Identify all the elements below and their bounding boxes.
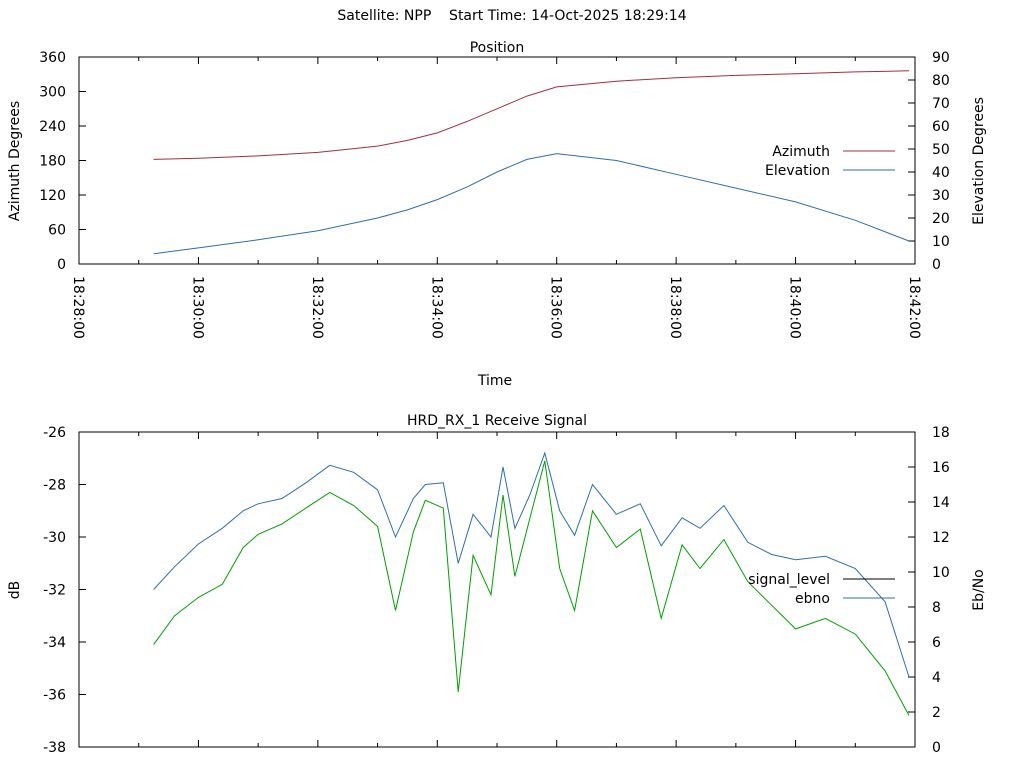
y2-tick-label: 6 — [932, 635, 941, 651]
x-tick-label: 18:30:00 — [189, 276, 205, 339]
x-tick-label: 18:38:00 — [667, 276, 683, 339]
y2-tick-label: 20 — [932, 211, 950, 227]
position-chart: Position 18:28:00 18:30:00 18:32:00 18:34:0… — [7, 40, 987, 389]
y-tick-label: 0 — [57, 257, 66, 273]
y-tick-label: 240 — [39, 119, 66, 135]
y2-tick-label: 60 — [932, 119, 950, 135]
y2-tick-label: 80 — [932, 73, 950, 89]
y2-tick-label: 8 — [932, 600, 941, 616]
position-x-axis-label: Time — [477, 373, 512, 389]
legend-label-elevation: Elevation — [765, 163, 830, 179]
y2-tick-label: 0 — [932, 740, 941, 756]
y2-tick-label: 12 — [932, 530, 950, 546]
x-tick-label: 18:36:00 — [548, 276, 564, 339]
receive-signal-chart: HRD_RX_1 Receive Signal -26 -28 -30 -32 -34 -… — [7, 413, 987, 756]
signal-y2-axis-label: Eb/No — [971, 569, 987, 611]
x-tick-label: 18:42:00 — [906, 276, 922, 339]
series-line-ebno — [153, 451, 910, 678]
y-tick-label: -34 — [43, 635, 66, 651]
y-tick-label: -32 — [43, 583, 66, 599]
y2-tick-label: 90 — [932, 50, 950, 66]
y2-tick-label: 40 — [932, 165, 950, 181]
y-tick-label: -26 — [43, 425, 66, 441]
legend-label-azimuth: Azimuth — [772, 144, 830, 160]
position-chart-title: Position — [470, 40, 525, 56]
y2-tick-label: 4 — [932, 670, 941, 686]
position-y-axis-label: Azimuth Degrees — [7, 101, 23, 221]
y2-tick-label: 14 — [932, 495, 950, 511]
x-tick-label: 18:34:00 — [428, 276, 444, 339]
page-title: Satellite: NPP Start Time: 14-Oct-2025 1… — [337, 8, 687, 24]
y-tick-label: 360 — [39, 50, 66, 66]
y-tick-label: -36 — [43, 688, 66, 704]
y2-tick-label: 16 — [932, 460, 950, 476]
y2-tick-label: 18 — [932, 425, 950, 441]
x-tick-label: 18:28:00 — [70, 276, 86, 339]
y2-tick-label: 10 — [932, 234, 950, 250]
y-tick-label: 180 — [39, 154, 66, 170]
y2-tick-label: 10 — [932, 565, 950, 581]
y-tick-label: -38 — [43, 740, 66, 756]
y-tick-label: 60 — [48, 223, 66, 239]
series-line-elevation — [153, 153, 910, 255]
signal-y-axis-label: dB — [7, 581, 23, 600]
legend-label-signal-level: signal_level — [748, 572, 830, 588]
y2-tick-label: 70 — [932, 96, 950, 112]
series-line-signal-level — [153, 460, 910, 716]
y-tick-label: -28 — [43, 478, 66, 494]
position-y2-axis-label: Elevation Degrees — [971, 97, 987, 225]
x-tick-label: 18:32:00 — [309, 276, 325, 339]
receive-signal-chart-title: HRD_RX_1 Receive Signal — [407, 413, 587, 429]
y-tick-label: 300 — [39, 85, 66, 101]
position-plot-frame — [78, 56, 916, 265]
y-tick-label: 120 — [39, 188, 66, 204]
y2-tick-label: 0 — [932, 257, 941, 273]
legend-label-ebno: ebno — [795, 591, 830, 607]
x-tick-label: 18:40:00 — [787, 276, 803, 339]
signal-legend: signal_level ebno — [748, 572, 895, 607]
y2-tick-label: 2 — [932, 705, 941, 721]
y2-tick-label: 30 — [932, 188, 950, 204]
position-legend: Azimuth Elevation — [765, 144, 895, 179]
y2-tick-label: 50 — [932, 142, 950, 158]
series-line-azimuth — [153, 70, 910, 160]
signal-plot-frame — [78, 431, 916, 748]
y-tick-label: -30 — [43, 530, 66, 546]
